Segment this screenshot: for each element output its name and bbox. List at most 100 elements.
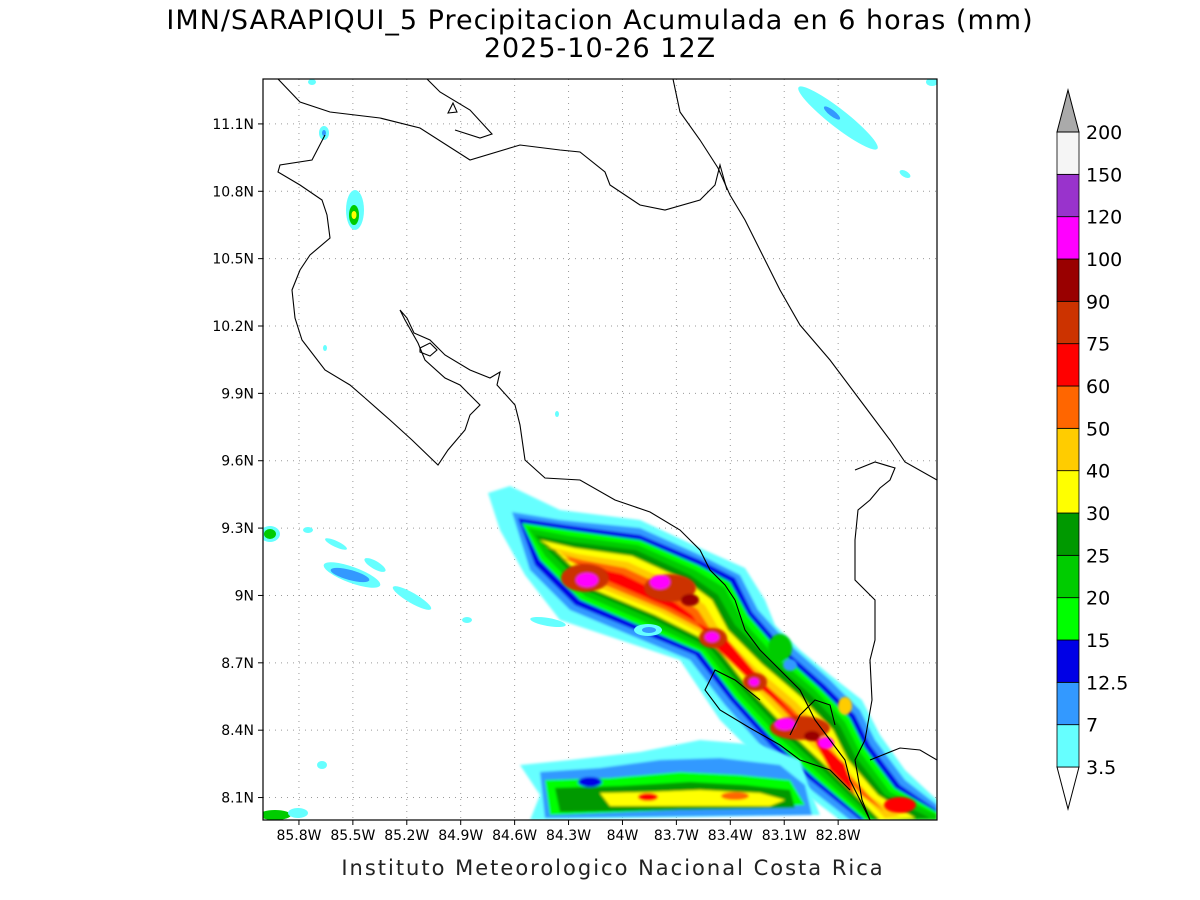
colorbar-swatch bbox=[1056, 554, 1080, 599]
north-coast-lake bbox=[426, 79, 493, 139]
precip-core-120 bbox=[775, 718, 795, 730]
colorbar-level-label: 120 bbox=[1086, 207, 1122, 229]
panama-border bbox=[854, 461, 896, 820]
nicaragua-border bbox=[277, 79, 728, 211]
precip-streak-3.5 bbox=[317, 761, 327, 769]
colorbar-level-label: 150 bbox=[1086, 164, 1122, 186]
precip-streak-3.5 bbox=[462, 617, 472, 623]
lat-tick-label: 8.7N bbox=[221, 656, 254, 672]
colorbar-swatch bbox=[1056, 216, 1080, 260]
colorbar-swatch bbox=[1056, 681, 1080, 726]
precip-streak-7 bbox=[642, 627, 656, 633]
colorbar-level-label: 30 bbox=[1086, 503, 1110, 525]
colorbar-level-label: 50 bbox=[1086, 418, 1110, 440]
colorbar-level-label: 60 bbox=[1086, 376, 1110, 398]
lon-tick-label: 84.3W bbox=[546, 828, 591, 844]
colorbar-swatch bbox=[1056, 173, 1080, 218]
chira-island bbox=[419, 342, 438, 357]
credit-footer: Instituto Meteorologico Nacional Costa R… bbox=[341, 856, 885, 880]
colorbar-level-label: 25 bbox=[1086, 545, 1110, 567]
colorbar-swatch bbox=[1056, 300, 1080, 345]
colorbar-level-label: 200 bbox=[1086, 122, 1122, 144]
lon-tick-label: 84.6W bbox=[492, 828, 537, 844]
precip-spot-3.5 bbox=[308, 79, 316, 85]
colorbar-swatch bbox=[1056, 724, 1080, 768]
golfito-coast bbox=[789, 699, 836, 736]
precip-core-20 bbox=[768, 634, 792, 662]
precip-spot-7 bbox=[322, 130, 326, 136]
colorbar-legend: 3.5 7 12.5 15 20 25 30 40 50 60 75 90 100 120 150 200 bbox=[1056, 88, 1128, 811]
precip-core-120 bbox=[705, 632, 719, 642]
precip-streak-7 bbox=[823, 106, 841, 120]
map-title: IMN/SARAPIQUI_5 Precipitacion Acumulada … bbox=[166, 5, 1034, 36]
precip-core-120 bbox=[749, 678, 759, 686]
map-subtitle: 2025-10-26 12Z bbox=[483, 33, 717, 64]
lon-tick-label: 85.5W bbox=[330, 828, 375, 844]
map-frame bbox=[262, 78, 938, 821]
colorbar-level-label: 20 bbox=[1086, 588, 1110, 610]
lon-tick-label: 82.8W bbox=[816, 828, 861, 844]
precip-core-7 bbox=[783, 659, 797, 671]
precip-streak-3.5 bbox=[392, 586, 432, 610]
lon-tick-label: 85.2W bbox=[384, 828, 429, 844]
precip-core-60 bbox=[884, 797, 916, 813]
colorbar-level-label: 7 bbox=[1086, 715, 1098, 737]
precip-core-90 bbox=[804, 731, 820, 741]
colorbar-swatch bbox=[1056, 470, 1080, 514]
precip-core-40 bbox=[838, 697, 852, 715]
precip-spot-3.5 bbox=[926, 79, 937, 86]
colorbar-over-arrow bbox=[1056, 88, 1080, 133]
precipitation-field bbox=[263, 79, 937, 820]
precip-spot-3.5 bbox=[288, 808, 308, 818]
lon-tick-label: 84W bbox=[607, 828, 639, 844]
lat-tick-label: 9.3N bbox=[221, 521, 254, 537]
precip-core-60 bbox=[638, 793, 658, 801]
lat-tick-label: 8.4N bbox=[221, 723, 254, 739]
precip-spot-3.5 bbox=[899, 170, 911, 178]
osa-peninsula bbox=[704, 669, 851, 791]
precip-streak-3.5 bbox=[364, 558, 386, 572]
colorbar-swatch bbox=[1056, 427, 1080, 472]
lat-tick-label: 9.9N bbox=[221, 386, 254, 402]
colorbar-level-label: 90 bbox=[1086, 291, 1110, 313]
lon-tick-label: 83.7W bbox=[654, 828, 699, 844]
colorbar-level-label: 40 bbox=[1086, 461, 1110, 483]
guanacaste-coast bbox=[277, 134, 366, 399]
pacific-coast-south bbox=[734, 599, 871, 820]
lon-tick-label: 85.8W bbox=[276, 828, 321, 844]
precip-streak-3.5 bbox=[303, 527, 313, 533]
precip-spot-20 bbox=[263, 810, 291, 820]
caribbean-coast bbox=[672, 79, 937, 481]
precip-spot-20 bbox=[264, 529, 276, 539]
coastlines bbox=[277, 79, 937, 820]
colorbar-level-label: 75 bbox=[1086, 334, 1110, 356]
lat-tick-label: 9N bbox=[235, 588, 254, 604]
precip-streak-3.5 bbox=[530, 616, 566, 628]
lon-tick-label: 83.4W bbox=[708, 828, 753, 844]
lat-tick-label: 10.5N bbox=[212, 252, 254, 268]
colorbar-under-arrow bbox=[1056, 766, 1080, 811]
lat-tick-label: 10.2N bbox=[212, 319, 254, 335]
lat-tick-label: 11.1N bbox=[212, 117, 254, 133]
lon-tick-label: 84.9W bbox=[438, 828, 483, 844]
precip-streak-3.5 bbox=[325, 538, 347, 550]
precip-core-120 bbox=[576, 573, 598, 587]
colorbar-swatch bbox=[1056, 597, 1080, 641]
precip-core-50 bbox=[721, 792, 749, 800]
precip-core-12.5 bbox=[578, 777, 602, 787]
precip-core-120 bbox=[650, 575, 670, 589]
precip-spot-3.5 bbox=[323, 345, 327, 351]
colorbar-level-label: 15 bbox=[1086, 630, 1110, 652]
precip-spot-3.5 bbox=[555, 411, 559, 417]
latitude-axis: 11.1N 10.8N 10.5N 10.2N 9.9N 9.6N 9.3N 9N 8.7N 8.… bbox=[212, 117, 263, 807]
colorbar-swatch bbox=[1056, 258, 1080, 302]
precip-spot-30 bbox=[351, 211, 357, 219]
isla-small bbox=[447, 101, 458, 114]
burica-coast bbox=[869, 747, 937, 761]
nicoya-peninsula bbox=[364, 309, 736, 601]
longitude-axis: 85.8W 85.5W 85.2W 84.9W 84.6W 84.3W 84W 83.7W 83… bbox=[276, 820, 861, 844]
colorbar-level-label: 100 bbox=[1086, 249, 1122, 271]
lon-tick-label: 83.1W bbox=[762, 828, 807, 844]
colorbar-swatch bbox=[1056, 385, 1080, 429]
